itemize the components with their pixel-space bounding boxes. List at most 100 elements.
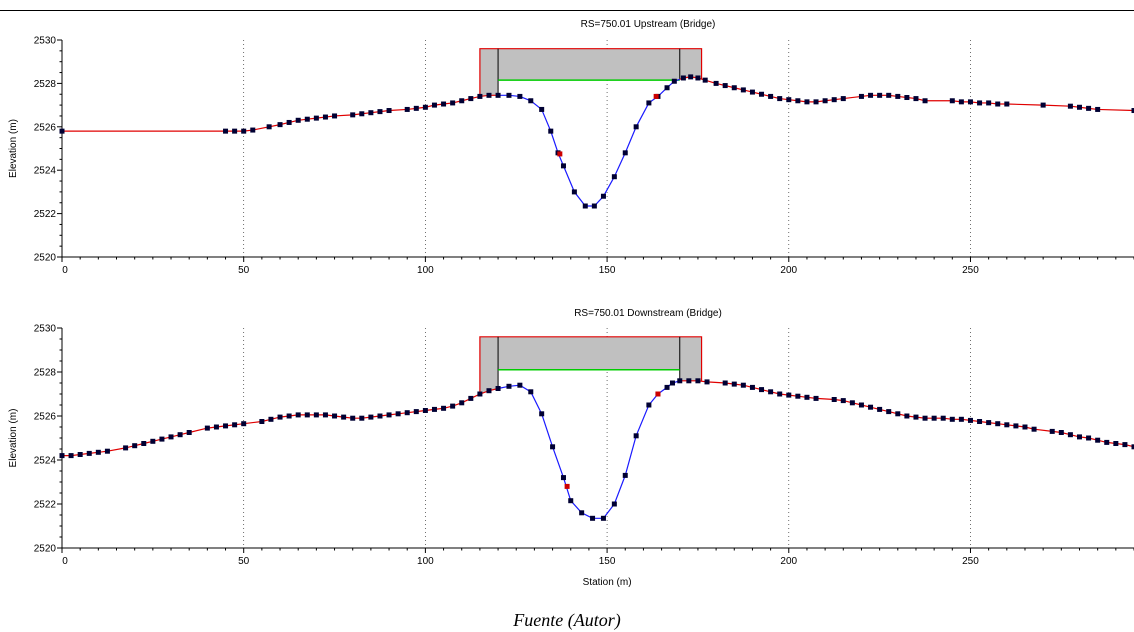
ground-point xyxy=(132,443,138,449)
ground-point xyxy=(59,128,65,134)
right-abutment xyxy=(679,48,702,80)
y-tick-label: 2524 xyxy=(34,166,57,177)
ground-point xyxy=(1022,424,1028,430)
ground-point xyxy=(740,87,746,93)
ground-point xyxy=(322,412,328,418)
ground-line-right xyxy=(679,76,1134,112)
ground-point xyxy=(813,99,819,105)
bank-station-point xyxy=(557,151,563,157)
y-axis-title: Elevation (m) xyxy=(8,409,19,468)
ground-point xyxy=(922,415,928,421)
ground-point xyxy=(722,83,728,89)
ground-point xyxy=(840,96,846,102)
ground-point xyxy=(813,395,819,401)
ground-point xyxy=(1031,426,1037,432)
y-tick-label: 2526 xyxy=(34,412,57,423)
y-tick-label: 2528 xyxy=(34,368,57,379)
ground-point xyxy=(722,380,728,386)
ground-point xyxy=(749,384,755,390)
ground-point xyxy=(159,436,165,442)
ground-point xyxy=(560,475,566,481)
ground-point xyxy=(441,405,447,411)
ground-point xyxy=(286,413,292,419)
ground-point xyxy=(986,420,992,426)
y-tick-label: 2520 xyxy=(34,253,57,264)
ground-point xyxy=(568,498,574,504)
ground-point xyxy=(759,91,765,97)
ground-point xyxy=(223,128,229,134)
ground-point xyxy=(886,409,892,415)
ground-point xyxy=(777,96,783,102)
ground-point xyxy=(250,127,256,133)
ground-point xyxy=(804,394,810,400)
ground-point xyxy=(68,453,74,459)
ground-point xyxy=(646,402,652,408)
ground-point xyxy=(295,412,301,418)
ground-point xyxy=(831,97,837,103)
ground-point xyxy=(831,397,837,402)
ground-point xyxy=(268,416,274,422)
ground-point xyxy=(350,112,356,118)
ground-point xyxy=(486,92,492,98)
ground-point xyxy=(786,392,792,398)
ground-point xyxy=(795,98,801,104)
ground-point xyxy=(622,472,628,478)
ground-point xyxy=(1067,103,1073,109)
ground-line-channel xyxy=(497,380,680,519)
ground-point xyxy=(404,106,410,112)
ground-line-channel xyxy=(498,78,680,207)
ground-point xyxy=(506,92,512,98)
ground-point xyxy=(368,110,374,116)
x-tick-label: 200 xyxy=(780,265,797,276)
ground-point xyxy=(404,410,410,416)
bank-station-point xyxy=(655,391,661,397)
ground-point xyxy=(506,383,512,389)
chart-panel-1: RS=750.01 Upstream (Bridge) Elevation (m)… xyxy=(8,19,1134,276)
ground-point xyxy=(822,98,828,104)
ground-point xyxy=(695,378,701,384)
ground-point xyxy=(1131,108,1134,114)
ground-point xyxy=(313,412,319,418)
ground-point xyxy=(350,415,356,421)
x-tick-label: 100 xyxy=(417,556,434,567)
ground-point xyxy=(459,98,465,104)
ground-point xyxy=(940,415,946,421)
y-tick-label: 2530 xyxy=(34,36,57,47)
ground-point xyxy=(359,111,365,117)
ground-point xyxy=(548,128,554,134)
ground-point xyxy=(1013,423,1019,429)
ground-point xyxy=(295,117,301,123)
ground-point xyxy=(611,174,617,180)
chart-title: RS=750.01 Upstream (Bridge) xyxy=(581,19,716,30)
bank-station-point xyxy=(653,93,659,99)
ground-point xyxy=(186,430,192,435)
ground-point xyxy=(777,391,783,397)
ground-point xyxy=(277,414,283,420)
ground-point xyxy=(1004,101,1010,107)
ground-point xyxy=(477,391,483,397)
x-axis-title: Station (m) xyxy=(583,577,632,588)
x-tick-label: 50 xyxy=(238,556,250,567)
ground-point xyxy=(795,393,801,399)
ground-point xyxy=(967,417,973,423)
bridge-deck xyxy=(498,48,680,81)
ground-point xyxy=(759,387,765,393)
ground-point xyxy=(904,413,910,419)
y-tick-label: 2530 xyxy=(34,324,57,335)
ground-point xyxy=(304,116,310,122)
y-tick-label: 2520 xyxy=(34,544,57,555)
figure-caption: Fuente (Autor) xyxy=(513,610,621,630)
ground-point xyxy=(633,433,639,439)
ground-point xyxy=(517,93,523,99)
ground-point xyxy=(259,419,265,424)
ground-point xyxy=(386,412,392,418)
ground-point xyxy=(322,114,328,120)
x-tick-label: 250 xyxy=(962,556,979,567)
ground-point xyxy=(332,413,338,419)
ground-point xyxy=(868,404,874,410)
y-tick-label: 2524 xyxy=(34,456,57,467)
ground-point xyxy=(702,77,708,83)
ground-point xyxy=(413,105,419,111)
ground-point xyxy=(150,438,156,444)
